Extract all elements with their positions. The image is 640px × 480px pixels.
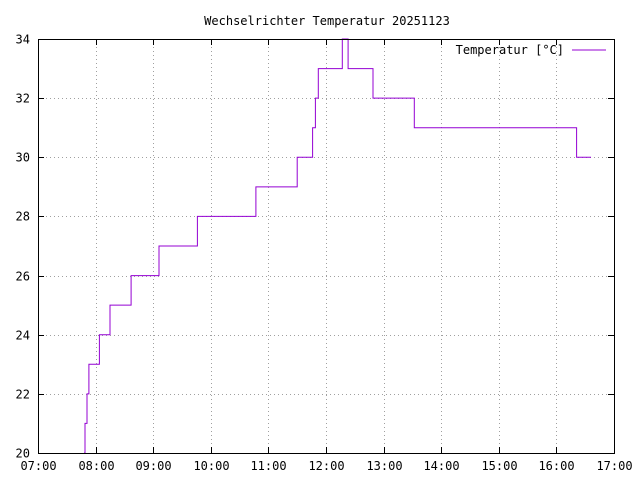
- chart-title: Wechselrichter Temperatur 20251123: [204, 14, 450, 28]
- x-tick-label: 10:00: [193, 459, 229, 473]
- x-tick-label: 07:00: [20, 459, 56, 473]
- y-tick-labels: 20 22 24 26 28 30 32 34: [16, 33, 30, 461]
- x-tick-label: 13:00: [366, 459, 402, 473]
- legend-label: Temperatur [°C]: [456, 43, 564, 57]
- grid: [38, 39, 614, 453]
- y-tick-label: 22: [16, 388, 30, 402]
- series-layer: [84, 38, 591, 454]
- x-tick-label: 12:00: [308, 459, 344, 473]
- x-tick-labels: 07:00 08:00 09:00 10:00 11:00 12:00 13:00 14:00…: [20, 459, 632, 473]
- y-tick-label: 26: [16, 270, 30, 284]
- x-tick-label: 14:00: [423, 459, 459, 473]
- series-line: [84, 38, 591, 454]
- x-tick-label: 16:00: [538, 459, 574, 473]
- x-tick-label: 09:00: [135, 459, 171, 473]
- y-tick-label: 32: [16, 92, 30, 106]
- y-tick-label: 28: [16, 210, 30, 224]
- x-tick-label: 08:00: [78, 459, 114, 473]
- legend: Temperatur [°C]: [456, 43, 606, 57]
- x-tick-label: 17:00: [596, 459, 632, 473]
- x-tick-label: 15:00: [481, 459, 517, 473]
- x-tick-label: 11:00: [250, 459, 286, 473]
- y-tick-label: 34: [16, 33, 30, 47]
- y-tick-label: 20: [16, 447, 30, 461]
- y-tick-label: 30: [16, 151, 30, 165]
- ticks: [38, 39, 615, 454]
- y-tick-label: 24: [16, 329, 30, 343]
